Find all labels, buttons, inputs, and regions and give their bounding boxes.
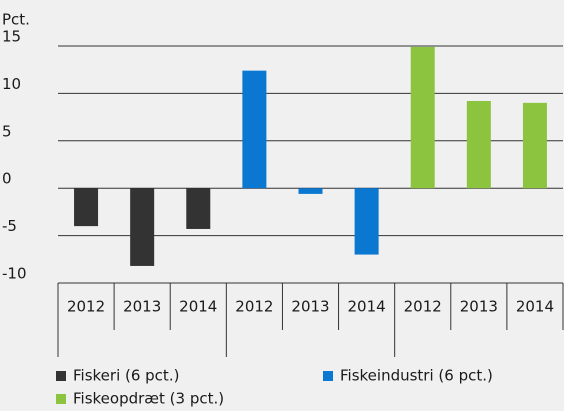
legend-swatch bbox=[56, 371, 66, 381]
y-tick-label: -5 bbox=[2, 217, 17, 235]
bar bbox=[130, 188, 155, 266]
x-tick-label: 2013 bbox=[123, 298, 161, 316]
y-tick-label: -10 bbox=[2, 265, 27, 283]
legend-label: Fiskeopdræt (3 pct.) bbox=[73, 390, 224, 408]
legend-label: Fiskeindustri (6 pct.) bbox=[340, 367, 493, 385]
x-tick-label: 2014 bbox=[348, 298, 386, 316]
legend-swatch bbox=[323, 371, 333, 381]
x-tick-label: 2014 bbox=[179, 298, 217, 316]
y-tick-label: 0 bbox=[2, 170, 12, 188]
legend-label: Fiskeri (6 pct.) bbox=[73, 367, 179, 385]
x-tick-label: 2012 bbox=[67, 298, 105, 316]
y-axis-label: Pct. bbox=[2, 11, 30, 29]
x-tick-label: 2012 bbox=[404, 298, 442, 316]
bar bbox=[522, 102, 547, 189]
bar bbox=[242, 70, 267, 189]
bar bbox=[186, 188, 211, 229]
x-tick-label: 2013 bbox=[291, 298, 329, 316]
legend-swatch bbox=[56, 394, 66, 404]
bar bbox=[410, 46, 435, 189]
y-tick-label: 10 bbox=[2, 75, 21, 93]
x-tick-label: 2013 bbox=[460, 298, 498, 316]
bar bbox=[74, 188, 99, 227]
x-tick-label: 2014 bbox=[516, 298, 554, 316]
bar bbox=[466, 100, 491, 189]
y-tick-label: 15 bbox=[2, 28, 21, 46]
bar bbox=[354, 188, 379, 255]
bar bbox=[298, 188, 323, 194]
x-tick-label: 2012 bbox=[235, 298, 273, 316]
y-tick-label: 5 bbox=[2, 122, 12, 140]
